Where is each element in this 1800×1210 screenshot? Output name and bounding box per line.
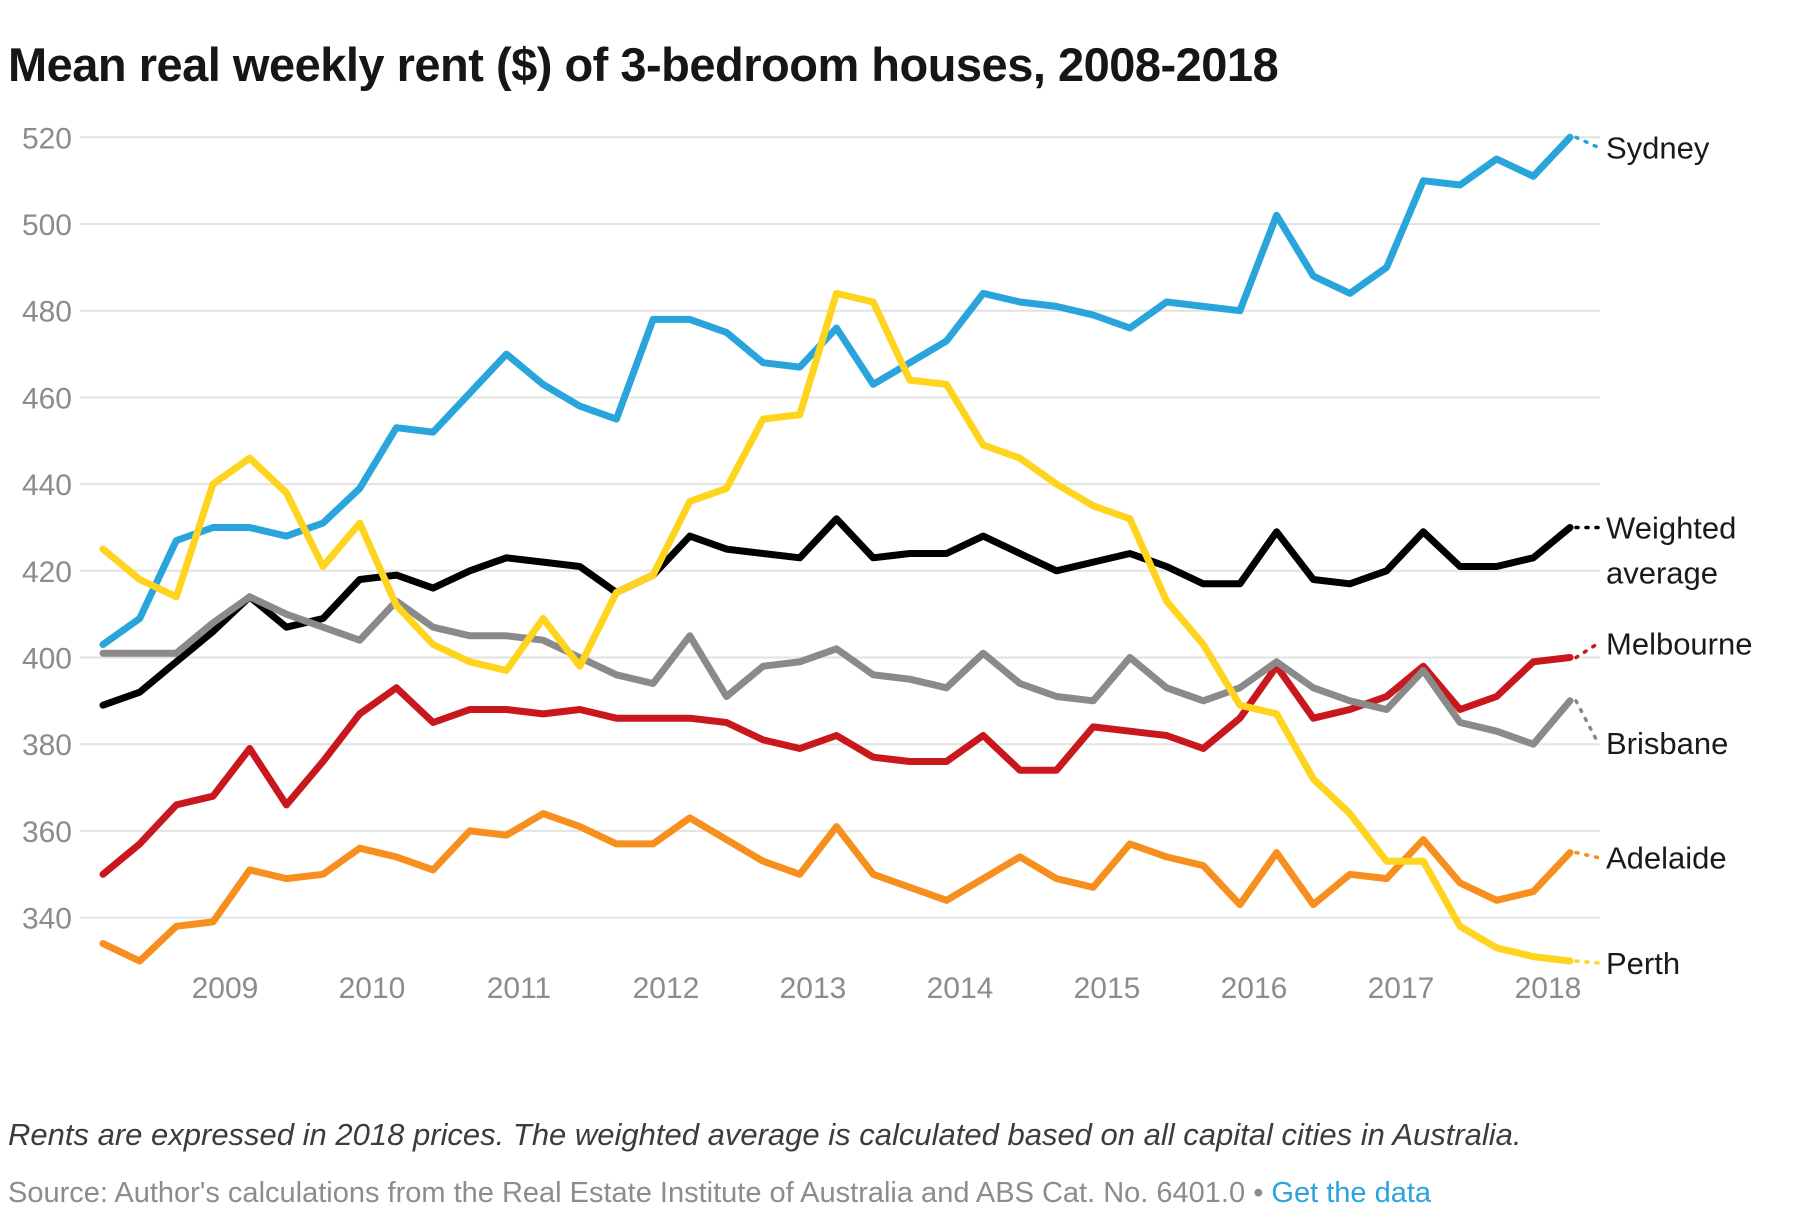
y-tick-400: 400 <box>22 643 72 676</box>
series-leader-lines <box>1574 135 1600 965</box>
line-melbourne <box>99 654 1574 878</box>
series-label-perth: Perth <box>1606 946 1680 981</box>
y-tick-500: 500 <box>22 209 72 242</box>
leader-adelaide <box>1574 850 1600 860</box>
y-tick-460: 460 <box>22 382 72 415</box>
leader-brisbane <box>1574 699 1600 745</box>
line-sydney <box>99 133 1574 648</box>
y-tick-380: 380 <box>22 729 72 762</box>
x-tick-2009: 2009 <box>192 972 259 1005</box>
x-tick-2018: 2018 <box>1515 972 1582 1005</box>
series-label-brisbane: Brisbane <box>1606 726 1728 761</box>
line-adelaide <box>99 810 1574 965</box>
leader-melbourne <box>1574 641 1600 660</box>
x-tick-2011: 2011 <box>487 972 552 1005</box>
x-tick-2015: 2015 <box>1074 972 1141 1005</box>
series-label-weighted-average-line2: average <box>1606 555 1718 590</box>
series-label-sydney: Sydney <box>1606 130 1710 165</box>
series-lines <box>99 133 1574 965</box>
y-axis-labels: 520 500 480 460 440 420 400 380 360 340 <box>22 122 72 935</box>
x-tick-2010: 2010 <box>339 972 406 1005</box>
y-tick-480: 480 <box>22 296 72 329</box>
page-title: Mean real weekly rent ($) of 3-bedroom h… <box>8 38 1279 92</box>
series-label-adelaide: Adelaide <box>1606 841 1727 876</box>
x-tick-2014: 2014 <box>927 972 994 1005</box>
source-bullet <box>1245 1177 1253 1209</box>
source-line: Source: Author's calculations from the R… <box>8 1177 1788 1210</box>
line-perth <box>99 289 1574 965</box>
series-label-weighted-average: Weighted <box>1606 510 1736 545</box>
line-brisbane <box>99 593 1574 748</box>
x-tick-2012: 2012 <box>633 972 700 1005</box>
get-the-data-link[interactable]: Get the data <box>1271 1177 1432 1209</box>
y-tick-360: 360 <box>22 816 72 849</box>
y-tick-340: 340 <box>22 903 72 936</box>
x-tick-2017: 2017 <box>1368 972 1435 1005</box>
leader-perth <box>1574 959 1600 965</box>
footnote: Rents are expressed in 2018 prices. The … <box>8 1117 1522 1152</box>
y-tick-520: 520 <box>22 122 72 155</box>
x-axis-labels: 2009 2010 2011 2012 2013 2014 2015 2016 2017 2018 <box>192 972 1582 1005</box>
x-tick-2016: 2016 <box>1221 972 1288 1005</box>
series-label-melbourne: Melbourne <box>1606 627 1752 662</box>
series-labels: Sydney Weighted average Melbourne Brisbane Ad… <box>1606 130 1752 981</box>
source-text: Source: Author's calculations from the R… <box>8 1177 1246 1209</box>
y-tick-420: 420 <box>22 556 72 589</box>
source-bullet-glyph: • <box>1253 1177 1264 1209</box>
leader-sydney <box>1574 135 1600 150</box>
x-tick-2013: 2013 <box>780 972 847 1005</box>
line-weighted-average <box>99 515 1574 709</box>
y-tick-440: 440 <box>22 469 72 502</box>
